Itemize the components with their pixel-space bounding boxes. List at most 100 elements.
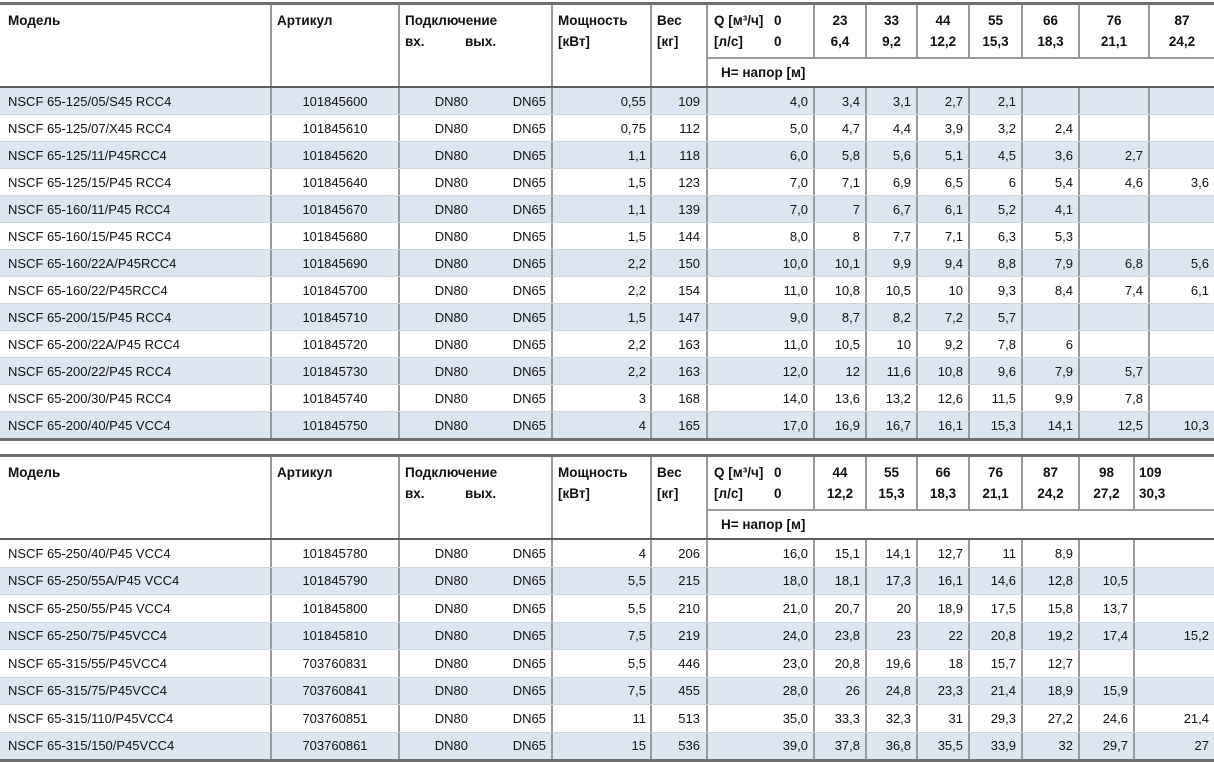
head-value-cell: 8,2 [867, 304, 918, 330]
article-cell: 703760841 [272, 677, 400, 704]
flow-ls-value: 12,2 [929, 33, 957, 49]
power-cell: 2,2 [553, 358, 652, 384]
weight-cell: 536 [652, 732, 708, 759]
connection-label: Подключение [405, 465, 498, 480]
head-value-cell: 26 [815, 677, 867, 704]
flow-m3h-value: 109 [1139, 465, 1162, 480]
weight-cell: 219 [652, 622, 708, 649]
head-value-cell: 24,6 [1080, 705, 1135, 732]
connection-label: Подключение [405, 13, 498, 28]
head-value-cell [1080, 223, 1150, 249]
head-value-cell: 11,6 [867, 358, 918, 384]
connection-outlet-value: DN65 [512, 417, 546, 433]
connection-cell: DN80 DN65 [400, 115, 553, 141]
head-value-cell: 15,7 [970, 650, 1023, 677]
article-cell: 101845610 [272, 115, 400, 141]
head-value-cell: 35,0 [708, 705, 815, 732]
connection-cell: DN80 DN65 [400, 732, 553, 759]
power-unit: [кВт] [558, 33, 590, 49]
head-value-cell: 15,8 [1023, 595, 1080, 622]
head-value-cell: 6,1 [1190, 282, 1209, 298]
table-row: NSCF 65-250/75/P45VCC4 101845810 DN80 DN65 7… [0, 621, 1214, 649]
head-value-cell: 36,8 [867, 732, 918, 759]
flow-m3h-value: 44 [935, 13, 951, 28]
head-value-cell: 2,4 [1023, 115, 1080, 141]
head-value-cell: 7,4 [1080, 277, 1150, 303]
table-row: NSCF 65-250/55/P45 VCC4 101845800 DN80 DN65… [0, 594, 1214, 622]
article-cell: 703760861 [272, 732, 400, 759]
weight-unit: [кг] [657, 485, 679, 501]
article-cell: 101845680 [272, 223, 400, 249]
connection-outlet-value: DN65 [512, 710, 546, 726]
head-value-cell [1150, 358, 1214, 384]
connection-outlet-value: DN65 [512, 600, 546, 616]
connection-outlet-value: DN65 [512, 390, 546, 406]
head-value-cell: 9,0 [708, 304, 815, 330]
connection-inlet-value: DN80 [434, 628, 468, 644]
head-value-cell: 10,8 [918, 358, 970, 384]
column-header-weight: Вес [кг] [652, 457, 708, 538]
connection-inlet-value: DN80 [434, 147, 468, 163]
head-value-cell: 17,0 [708, 412, 815, 438]
weight-cell: 118 [652, 142, 708, 168]
power-cell: 0,75 [553, 115, 652, 141]
weight-cell: 163 [652, 358, 708, 384]
head-value-cell: 3,6 [1023, 142, 1080, 168]
model-cell: NSCF 65-200/30/P45 RCC4 [0, 385, 272, 411]
flow-m3h-value: 76 [987, 465, 1004, 480]
article-cell: 101845790 [272, 567, 400, 594]
power-cell: 2,2 [553, 250, 652, 276]
flow-column-headers: 44 12,2 55 15,3 66 18,3 76 21,1 87 24,2 98 27,2 109 3… [815, 457, 1214, 509]
head-value-cell [1150, 385, 1214, 411]
weight-cell: 513 [652, 705, 708, 732]
connection-cell: DN80 DN65 [400, 304, 553, 330]
head-value-cell: 5,6 [867, 142, 918, 168]
table-row: NSCF 65-315/55/P45VCC4 703760831 DN80 DN65 5… [0, 649, 1214, 677]
pump-table-1: Модель Артикул Подключение вх. вых. Мощн… [0, 2, 1214, 441]
table-row: NSCF 65-315/150/P45VCC4 703760861 DN80 DN65… [0, 731, 1214, 759]
flow-m3h-zero: 0 [774, 13, 782, 28]
head-value-cell: 39,0 [708, 732, 815, 759]
flow-column-header: 109 30,3 [1135, 457, 1214, 509]
head-value-cell: 28,0 [708, 677, 815, 704]
power-cell: 5,5 [553, 650, 652, 677]
head-value-cell: 7,0 [708, 169, 815, 195]
connection-inlet-value: DN80 [434, 336, 468, 352]
head-value-cell: 8,8 [970, 250, 1023, 276]
model-cell: NSCF 65-315/110/P45VCC4 [0, 705, 272, 732]
weight-cell: 144 [652, 223, 708, 249]
connection-outlet-value: DN65 [512, 201, 546, 217]
head-value-cell: 21,4 [1183, 710, 1209, 726]
connection-inlet-value: DN80 [434, 228, 468, 244]
head-value-cell: 20,7 [815, 595, 867, 622]
power-cell: 7,5 [553, 622, 652, 649]
head-value-cell: 5,6 [1190, 255, 1209, 271]
table-row: NSCF 65-160/15/P45 RCC4 101845680 DN80 DN65… [0, 222, 1214, 249]
head-value-cell: 10,3 [1183, 417, 1209, 433]
connection-outlet-value: DN65 [512, 683, 546, 699]
flow-m3h-value: 33 [883, 13, 900, 28]
head-value-cell: 10 [918, 277, 970, 303]
head-row-label: Н= напор [м] [708, 509, 1214, 538]
table-row: NSCF 65-125/15/P45 RCC4 101845640 DN80 DN65… [0, 168, 1214, 195]
head-value-cell: 8,0 [708, 223, 815, 249]
flow-column-header: 87 24,2 [1023, 457, 1080, 509]
article-cell: 101845640 [272, 169, 400, 195]
weight-cell: 215 [652, 567, 708, 594]
connection-outlet-value: DN65 [512, 573, 546, 589]
head-value-cell: 16,1 [918, 567, 970, 594]
flow-ls-label: [л/с] [714, 485, 743, 501]
connection-outlet-value: DN65 [512, 628, 546, 644]
head-value-cell: 3,1 [867, 88, 918, 114]
power-cell: 1,5 [553, 223, 652, 249]
head-value-cell: 7,1 [918, 223, 970, 249]
head-value-cell: 6,8 [1080, 250, 1150, 276]
connection-outlet-value: DN65 [512, 147, 546, 163]
head-value-cell: 5,3 [1023, 223, 1080, 249]
head-value-cell: 35,5 [918, 732, 970, 759]
flow-m3h-value: 87 [1042, 465, 1059, 480]
connection-cell: DN80 DN65 [400, 567, 553, 594]
power-label: Мощность [558, 13, 628, 28]
flow-ls-value: 21,1 [982, 485, 1009, 501]
flow-column-header: 44 12,2 [815, 457, 867, 509]
